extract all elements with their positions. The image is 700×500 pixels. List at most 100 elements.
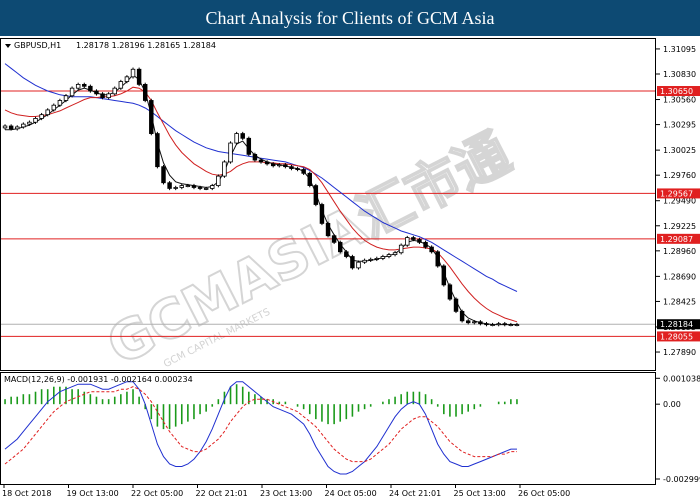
price-tick-label: 1.30560 xyxy=(663,96,696,105)
candle-body xyxy=(289,166,294,169)
candle-body xyxy=(362,259,367,263)
price-tick-label: 1.29490 xyxy=(663,197,696,206)
candle-body xyxy=(124,76,130,82)
candle-body xyxy=(33,118,38,123)
price-tick-label: 1.28690 xyxy=(663,272,696,281)
candle-body xyxy=(283,164,288,168)
candle-body xyxy=(234,133,239,144)
time-tick-label: 24 Oct 05:00 xyxy=(325,489,377,498)
candle-body xyxy=(264,161,270,165)
candle-body xyxy=(307,172,312,186)
macd-label: MACD(12,26,9) -0.001931 -0.002164 0.0002… xyxy=(4,375,193,384)
price-tick-label: 1.29760 xyxy=(663,171,696,180)
candle-body xyxy=(429,246,434,253)
candle-body xyxy=(106,93,111,99)
candle-body xyxy=(295,168,300,170)
candle-body xyxy=(465,320,471,324)
candle-body xyxy=(118,81,124,89)
price-tick-label: 1.30830 xyxy=(663,70,696,79)
candle-body xyxy=(167,182,172,189)
chart-title: Chart Analysis for Clients of GCM Asia xyxy=(205,8,495,28)
time-tick-label: 26 Oct 05:00 xyxy=(518,489,570,498)
level-tag-label: 1.30650 xyxy=(660,87,693,96)
candle-body xyxy=(15,126,20,130)
candle-body xyxy=(472,321,477,324)
candle-body xyxy=(417,239,422,243)
level-tag-label: 1.29567 xyxy=(660,189,693,198)
current-price-label: 1.28184 xyxy=(660,320,693,329)
candle-body xyxy=(386,254,392,257)
candle-body xyxy=(258,159,264,163)
price-tick-label: 1.28960 xyxy=(663,247,696,256)
candle-body xyxy=(331,235,337,243)
candle-body xyxy=(496,323,501,326)
candle-body xyxy=(319,204,325,224)
price-panel-frame xyxy=(0,38,656,371)
candle-body xyxy=(94,90,99,95)
horizontal-level-lines[interactable] xyxy=(1,90,655,337)
candle-body xyxy=(337,241,343,253)
ohlc-label: 1.28178 1.28196 1.28165 1.28184 xyxy=(76,41,216,50)
time-tick-label: 25 Oct 13:00 xyxy=(454,489,506,498)
candle-body xyxy=(453,298,459,312)
macd-tick-label: 0.00 xyxy=(663,400,681,409)
time-tick-label: 22 Oct 05:00 xyxy=(131,489,183,498)
price-level-tags: 1.30650 1.29567 1.29087 1.28055 1.28184 xyxy=(657,86,700,342)
candle-body xyxy=(356,261,361,269)
candle-body xyxy=(155,133,160,168)
current-price-tag xyxy=(657,319,700,330)
candle-body xyxy=(313,185,319,205)
candle-body xyxy=(405,237,410,246)
candle-body xyxy=(216,175,221,186)
ma-slow-line xyxy=(4,63,518,292)
candle-body xyxy=(508,324,514,327)
price-tick-label: 1.29225 xyxy=(663,222,696,231)
candle-body xyxy=(392,252,398,256)
candle-body xyxy=(398,244,404,254)
price-tick-label: 1.28425 xyxy=(663,297,696,306)
level-tag xyxy=(657,86,700,97)
candle-body xyxy=(411,237,416,240)
level-tag xyxy=(657,188,700,199)
candle-body xyxy=(63,95,69,101)
candle-body xyxy=(514,324,520,327)
macd-tick-label: -0.002999 xyxy=(663,475,700,484)
candle-body xyxy=(75,83,81,89)
candle-body xyxy=(459,310,465,322)
candle-body xyxy=(380,256,386,259)
level-tag-label: 1.29087 xyxy=(660,235,693,244)
candle-body xyxy=(368,258,373,261)
chart-title-banner: Chart Analysis for Clients of GCM Asia xyxy=(0,0,700,36)
candle-body xyxy=(277,164,282,167)
chart-background xyxy=(0,36,700,500)
candle-body xyxy=(179,185,185,188)
candle-body xyxy=(203,188,209,190)
candle-body xyxy=(344,251,349,257)
forex-chart[interactable]: GCMASIA汇市通 GCM CAPITAL MARKETS 1.310951.… xyxy=(0,36,700,500)
candle-body xyxy=(374,258,380,260)
symbol-label: GBPUSD,H1 xyxy=(14,41,61,50)
candle-body xyxy=(88,85,93,92)
level-tag xyxy=(657,233,700,244)
candle-body xyxy=(484,323,489,326)
candle-body xyxy=(2,125,8,129)
candle-body xyxy=(252,153,258,161)
dropdown-triangle-icon[interactable] xyxy=(5,44,11,48)
candle-body xyxy=(185,185,191,187)
candle-body xyxy=(112,87,117,95)
candle-body xyxy=(69,87,75,97)
candle-body xyxy=(27,121,32,125)
candle-body xyxy=(142,83,148,101)
candle-body xyxy=(478,321,483,325)
candle-body xyxy=(130,68,136,78)
time-tick-label: 18 Oct 2018 xyxy=(2,489,51,498)
candle-body xyxy=(350,256,355,269)
candle-body xyxy=(191,185,197,188)
time-tick-label: 22 Oct 21:01 xyxy=(196,489,248,498)
candle-body xyxy=(100,93,105,99)
price-tick-label: 1.30025 xyxy=(663,146,696,155)
candle-body xyxy=(240,133,245,139)
candle-body xyxy=(82,83,87,87)
time-tick-label: 19 Oct 13:00 xyxy=(67,489,119,498)
candle-body xyxy=(490,324,495,327)
